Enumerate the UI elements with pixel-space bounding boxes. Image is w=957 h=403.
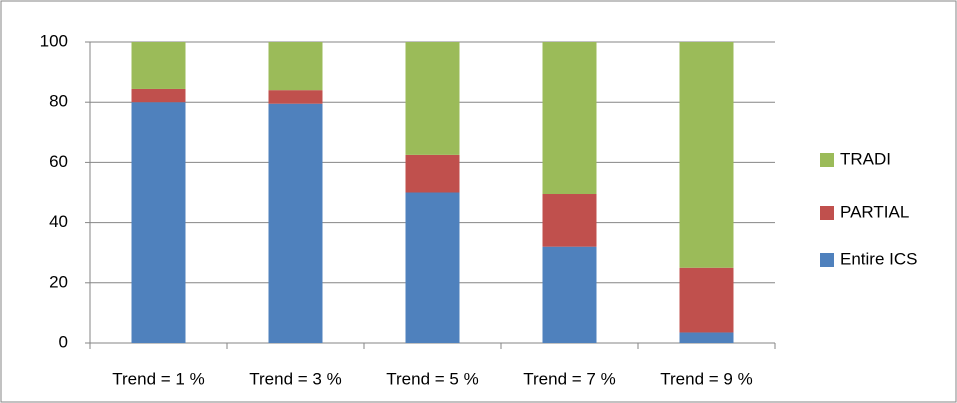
y-tick-label: 20	[49, 272, 68, 291]
bar-segment	[405, 192, 460, 343]
legend-swatch	[820, 253, 834, 267]
bar-segment	[131, 102, 186, 343]
bar-segment	[405, 42, 460, 155]
bar-segment	[268, 90, 323, 104]
x-tick-label: Trend = 5 %	[386, 369, 478, 388]
y-tick-label: 80	[49, 92, 68, 111]
bar-segment	[542, 246, 597, 343]
legend-swatch	[820, 153, 834, 167]
bar-segment	[405, 154, 460, 193]
x-tick-label: Trend = 7 %	[523, 369, 615, 388]
bar-segment	[268, 103, 323, 343]
x-tick-label: Trend = 1 %	[112, 369, 204, 388]
legend-label: PARTIAL	[840, 202, 909, 221]
legend-swatch	[820, 206, 834, 220]
bar-segment	[542, 194, 597, 247]
y-tick-label: 40	[49, 212, 68, 231]
x-tick-label: Trend = 9 %	[660, 369, 752, 388]
y-tick-label: 0	[59, 332, 68, 351]
y-tick-label: 60	[49, 152, 68, 171]
bar-segment	[679, 267, 734, 333]
bar-segment	[679, 42, 734, 268]
y-tick-label: 100	[40, 31, 68, 50]
bar-segment	[679, 332, 734, 343]
bar-segment	[268, 42, 323, 91]
legend-label: Entire ICS	[840, 249, 917, 268]
bar-segment	[131, 88, 186, 103]
x-tick-label: Trend = 3 %	[249, 369, 341, 388]
bar-segment	[131, 42, 186, 89]
bar-segment	[542, 42, 597, 195]
legend-label: TRADI	[840, 149, 891, 168]
